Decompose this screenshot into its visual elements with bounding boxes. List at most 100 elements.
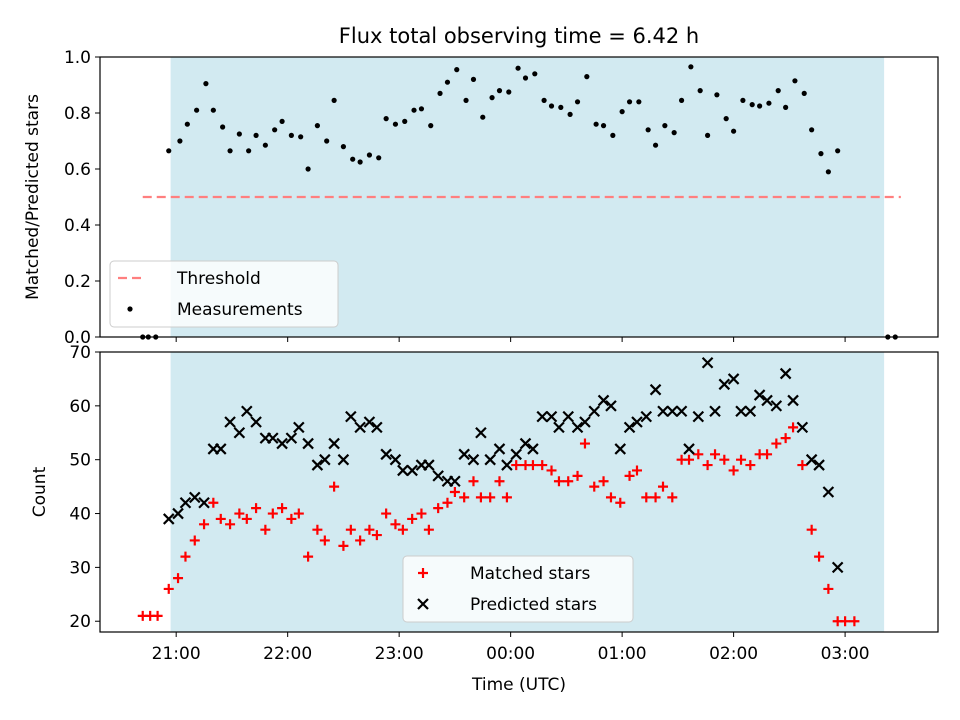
measurement-point <box>626 99 633 105</box>
chart-title: Flux total observing time = 6.42 h <box>339 24 699 48</box>
measurement-point <box>210 107 216 113</box>
measurement-point <box>652 142 659 148</box>
matched-stars-point <box>173 573 184 584</box>
predicted-stars-point <box>597 394 610 407</box>
measurement-point <box>697 88 703 94</box>
matched-stars-point <box>501 492 512 503</box>
measurement-point <box>366 152 373 158</box>
matched-stars-point <box>397 524 408 535</box>
y-tick-label: 30 <box>69 558 91 578</box>
measurement-point <box>194 107 200 113</box>
predicted-stars-point <box>371 421 383 434</box>
matched-stars-point <box>433 503 444 514</box>
measurement-point <box>177 138 183 144</box>
measurement-point <box>392 121 399 127</box>
measurement-point <box>298 134 304 140</box>
predicted-stars-point <box>188 491 201 504</box>
y-tick-label: 1.0 <box>64 48 91 68</box>
predicted-stars-point <box>701 356 714 369</box>
matched-stars-point <box>849 616 860 627</box>
measurement-point <box>402 118 408 124</box>
measurement-point <box>383 116 389 122</box>
predicted-stars-point <box>510 448 522 461</box>
measurement-point <box>723 116 729 122</box>
measurement-point <box>522 75 529 81</box>
predicted-stars-point <box>198 496 210 509</box>
matched-stars-point <box>788 422 799 433</box>
predicted-stars-point <box>527 443 539 455</box>
matched-stars-point <box>650 492 661 503</box>
measurement-point <box>740 97 746 103</box>
measurement-point <box>357 159 363 165</box>
measurement-point <box>541 97 547 103</box>
measurement-point <box>593 121 599 127</box>
legend-matched-swatch <box>418 568 428 578</box>
matched-stars-point <box>345 524 356 535</box>
matched-stars-point <box>416 508 427 519</box>
predicted-stars-point <box>657 405 669 418</box>
measurement-point <box>496 88 503 94</box>
matched-stars-point <box>563 476 574 487</box>
measurement-point <box>792 78 798 84</box>
predicted-stars-point <box>493 443 506 455</box>
plot-frame <box>99 56 939 338</box>
matched-stars-point <box>572 470 583 481</box>
predicted-stars-point <box>675 405 688 418</box>
measurement-point <box>227 148 233 154</box>
matched-stars-point <box>371 530 382 541</box>
predicted-stars-point <box>519 437 532 450</box>
measurement-point <box>324 138 330 144</box>
matched-stars-point <box>338 540 349 551</box>
predicted-stars-point <box>787 394 799 407</box>
matched-stars-point <box>286 513 297 524</box>
measurement-point <box>184 121 190 127</box>
matched-stars-point <box>180 551 191 562</box>
matched-stars-point <box>658 481 669 492</box>
matched-stars-point <box>511 460 522 471</box>
measurement-point <box>574 99 581 105</box>
matched-stars-point <box>806 524 817 535</box>
x-axis-label: Time (UTC) <box>471 675 566 695</box>
matched-stars-point <box>780 433 791 444</box>
matched-stars-point <box>823 583 834 594</box>
predicted-stars-point <box>623 421 636 434</box>
matched-stars-point <box>215 513 226 524</box>
measurement-point <box>619 109 625 115</box>
matched-stars-point <box>641 492 652 503</box>
measurement-point <box>678 97 685 103</box>
matched-stars-point <box>667 492 678 503</box>
x-tick-label: 01:00 <box>598 644 647 664</box>
predicted-stars-point <box>276 437 288 450</box>
matched-stars-point <box>293 508 304 519</box>
matched-stars-point <box>624 470 635 481</box>
measurement-point <box>331 97 337 103</box>
measurement-point <box>340 144 347 150</box>
matched-stars-point <box>702 460 713 471</box>
matched-stars-point <box>814 551 825 562</box>
predicted-stars-point <box>406 464 418 477</box>
predicted-stars-point <box>579 416 591 428</box>
predicted-stars-point <box>536 410 549 423</box>
predicted-stars-point <box>224 416 236 428</box>
measurement-point <box>532 71 538 77</box>
predicted-stars-point <box>380 448 392 461</box>
predicted-stars-point <box>458 448 470 461</box>
measurement-point <box>749 102 755 108</box>
predicted-stars-point <box>484 453 496 466</box>
matched-stars-point <box>494 476 505 487</box>
predicted-stars-point <box>172 507 184 520</box>
predicted-stars-point <box>449 475 461 488</box>
matched-stars-point <box>598 476 609 487</box>
y-tick-label: 0.4 <box>64 216 91 236</box>
matched-stars-point <box>840 616 851 627</box>
predicted-stars-point <box>337 453 350 466</box>
predicted-stars-point <box>605 400 617 412</box>
predicted-stars-point <box>753 389 766 401</box>
measurement-point <box>731 128 737 134</box>
matched-stars-point <box>710 449 721 460</box>
predicted-stars-point <box>631 416 643 428</box>
predicted-stars-point <box>397 464 409 477</box>
legend-predicted-swatch <box>417 598 429 610</box>
measurement-point <box>801 90 807 96</box>
matched-stars-point <box>631 465 642 476</box>
